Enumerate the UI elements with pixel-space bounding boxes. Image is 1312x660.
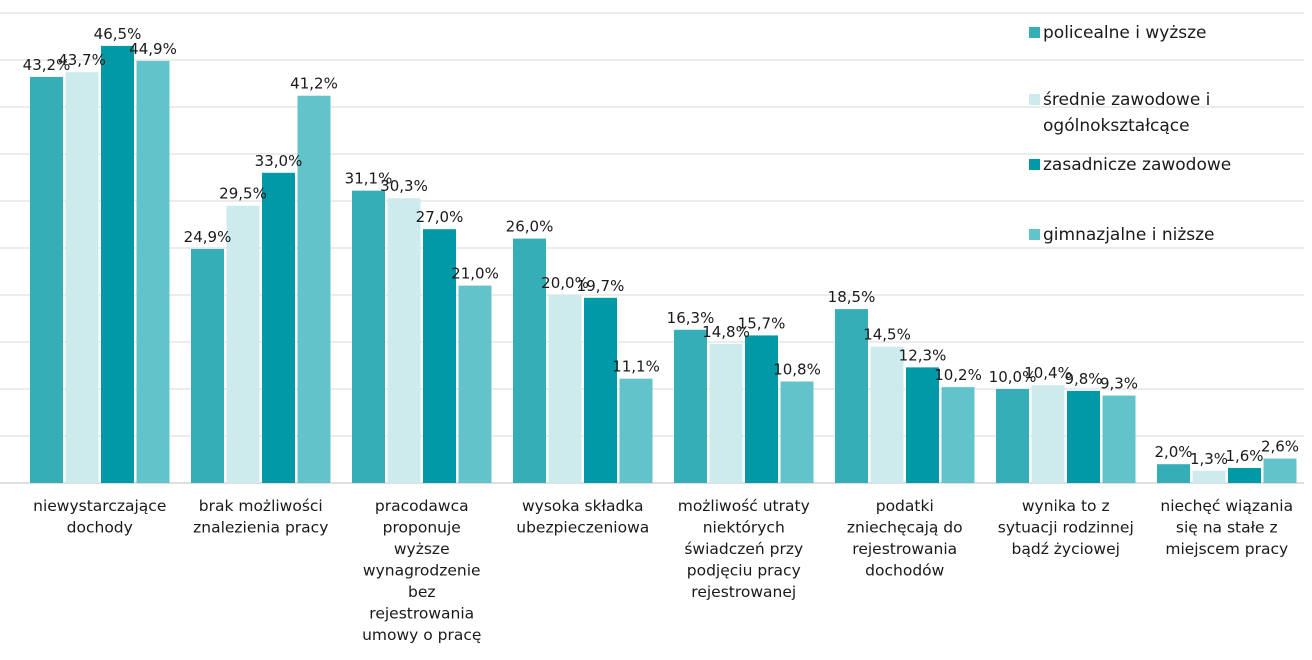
data-label: 19,7%	[577, 277, 625, 295]
data-label: 10,2%	[934, 366, 982, 384]
bar	[1102, 395, 1136, 483]
bar	[1228, 467, 1261, 483]
data-label: 9,3%	[1100, 375, 1138, 393]
bar	[674, 329, 707, 483]
data-label: 9,8%	[1064, 370, 1102, 388]
bar	[513, 238, 546, 483]
bar	[387, 198, 421, 483]
bar	[1067, 390, 1100, 483]
data-label: 21,0%	[451, 265, 499, 283]
bar	[226, 205, 260, 483]
data-label: 12,3%	[899, 346, 947, 364]
data-label: 43,7%	[58, 51, 106, 69]
bar	[1263, 458, 1297, 483]
data-label: 10,0%	[989, 368, 1037, 386]
category-label: możliwość utraty niektórych świadczeń przy…	[678, 497, 810, 601]
data-labels: 43,2%43,7% 46,5%44,9% 24,9% 29,5% 33,0% 41,2%…	[23, 25, 1299, 468]
legend-swatch	[1029, 94, 1040, 105]
data-label: 14,8%	[702, 323, 750, 341]
legend-label: policealne i wyższe	[1043, 23, 1206, 43]
legend-label: średnie zawodowe i ogólnokształcące	[1043, 90, 1210, 136]
data-label: 11,1%	[612, 358, 660, 376]
category-label: wysoka składka ubezpieczeniowa	[516, 497, 649, 537]
bar	[584, 297, 617, 483]
bar	[835, 309, 868, 483]
bar	[906, 367, 939, 483]
bar	[870, 346, 904, 483]
bar	[941, 387, 975, 483]
data-label: 41,2%	[290, 75, 338, 93]
legend-label: zasadnicze zawodowe	[1043, 155, 1231, 175]
data-label: 33,0%	[255, 152, 303, 170]
bar	[1031, 385, 1065, 483]
data-label: 1,6%	[1225, 447, 1263, 465]
bar	[745, 335, 778, 483]
bar	[65, 72, 99, 483]
bar	[191, 248, 224, 483]
category-label: wynika to z sytuacji rodzinnej bądź życiow…	[998, 497, 1134, 558]
data-label: 46,5%	[94, 25, 142, 43]
data-label: 14,5%	[863, 326, 911, 344]
data-label: 15,7%	[738, 314, 786, 332]
data-label: 44,9%	[129, 40, 177, 58]
data-label: 2,6%	[1261, 438, 1299, 456]
data-label: 31,1%	[345, 170, 393, 188]
bar	[101, 45, 134, 484]
data-label: 20,0%	[541, 274, 589, 292]
bar	[297, 95, 331, 483]
bar	[1157, 464, 1190, 483]
category-label: niechęć wiązania się na stałe z miejscem p…	[1160, 497, 1293, 558]
data-label: 16,3%	[667, 309, 715, 327]
data-label: 24,9%	[184, 228, 232, 246]
bar	[30, 76, 63, 484]
legend-label: gimnazjalne i niższe	[1043, 225, 1214, 245]
category-label: niewystarczające dochody	[33, 497, 166, 537]
bar	[780, 381, 814, 483]
legend-swatch	[1029, 27, 1040, 38]
data-label: 30,3%	[380, 177, 428, 195]
bar	[619, 378, 653, 483]
bar	[423, 229, 456, 483]
data-label: 27,0%	[416, 208, 464, 226]
category-label: brak możliwości znalezienia pracy	[193, 497, 328, 537]
data-label: 10,4%	[1024, 364, 1072, 382]
bar	[548, 295, 582, 483]
bar	[352, 190, 385, 483]
category-label: podatki zniechęcają do rejestrowania dochod…	[847, 497, 963, 580]
data-label: 29,5%	[219, 185, 267, 203]
data-label: 10,8%	[773, 360, 821, 378]
bar	[996, 389, 1029, 483]
bar	[709, 343, 743, 483]
category-labels: niewystarczające dochody brak możliwości zn…	[33, 497, 1293, 644]
legend-swatch	[1029, 229, 1040, 240]
data-label: 2,0%	[1154, 443, 1192, 461]
data-label: 18,5%	[828, 288, 876, 306]
bar	[1192, 470, 1226, 483]
legend: policealne i wyższe średnie zawodowe i ogó…	[1029, 23, 1231, 245]
bar	[262, 172, 295, 484]
legend-swatch	[1029, 159, 1040, 170]
bar	[136, 60, 170, 483]
data-label: 26,0%	[506, 218, 554, 236]
data-label: 43,2%	[23, 56, 71, 74]
bar	[458, 285, 492, 483]
data-label: 1,3%	[1190, 450, 1228, 468]
bars	[30, 45, 1297, 484]
category-label: pracodawca proponuje wyższe wynagrodzenie be…	[362, 497, 481, 644]
